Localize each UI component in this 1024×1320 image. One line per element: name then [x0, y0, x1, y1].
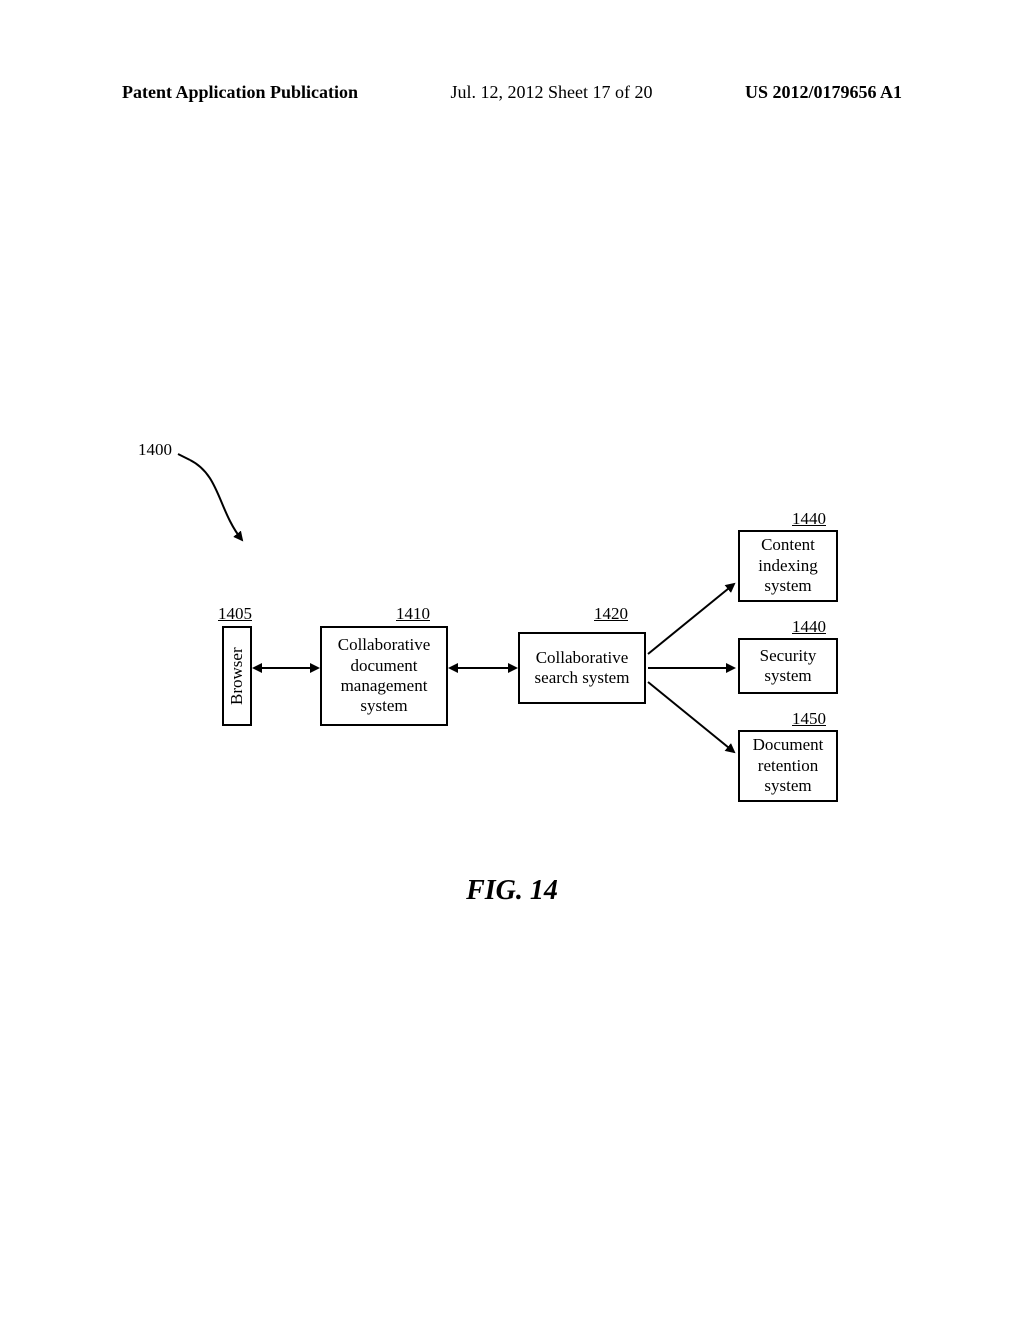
- box-collaborative-document-management: Collaborative document management system: [320, 626, 448, 726]
- conn-css-cis: [648, 584, 734, 654]
- box-document-retention-system: Document retention system: [738, 730, 838, 802]
- ref-dret: 1450: [792, 709, 826, 729]
- header-left: Patent Application Publication: [122, 82, 358, 103]
- page: Patent Application Publication Jul. 12, …: [0, 0, 1024, 1320]
- ref-cis: 1440: [792, 509, 826, 529]
- ref-cdm: 1410: [396, 604, 430, 624]
- conn-css-dret: [648, 682, 734, 752]
- header-row: Patent Application Publication Jul. 12, …: [122, 82, 902, 103]
- ref-sec: 1440: [792, 617, 826, 637]
- box-collaborative-search-system: Collaborative search system: [518, 632, 646, 704]
- pointer-1400-curve: [190, 460, 242, 540]
- header-mid: Jul. 12, 2012 Sheet 17 of 20: [451, 82, 653, 103]
- ref-1400: 1400: [138, 440, 172, 460]
- figure-caption: FIG. 14: [0, 875, 1024, 907]
- ref-css: 1420: [594, 604, 628, 624]
- page-header: Patent Application Publication Jul. 12, …: [0, 82, 1024, 103]
- ref-browser: 1405: [218, 604, 252, 624]
- diagram-svg: [0, 0, 1024, 1320]
- header-right: US 2012/0179656 A1: [745, 82, 902, 103]
- box-security-system: Security system: [738, 638, 838, 694]
- box-browser: Browser: [222, 626, 252, 726]
- box-content-indexing-system: Content indexing system: [738, 530, 838, 602]
